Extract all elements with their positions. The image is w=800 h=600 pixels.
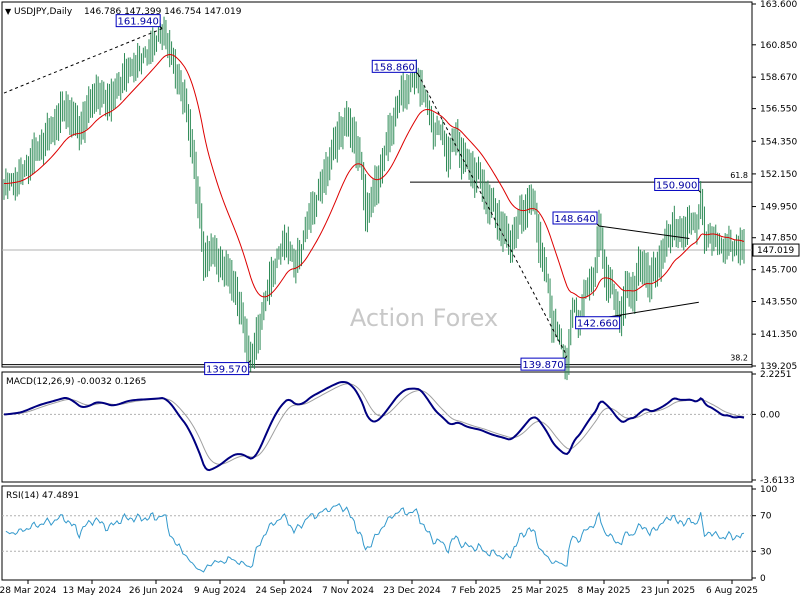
price-annotation-label: 161.940 — [117, 17, 158, 28]
chart-symbol: USDJPY,Daily — [14, 7, 73, 17]
macd-axis-label: -3.6133 — [760, 476, 795, 486]
price-axis-label: 163.600 — [760, 0, 797, 10]
trend-line-dashed — [417, 74, 568, 357]
macd-title: MACD(12,26,9) -0.0032 0.1265 — [6, 377, 146, 387]
price-annotation-label: 139.870 — [522, 360, 563, 371]
trend-line-dashed — [3, 28, 163, 94]
price-annotation-box — [520, 357, 566, 371]
rsi-axis-label: 70 — [760, 512, 772, 522]
rsi-panel — [1, 485, 753, 581]
current-price-badge — [752, 243, 800, 257]
x-axis-label: 6 Aug 2025 — [706, 586, 758, 596]
macd-signal-line — [3, 383, 745, 465]
price-annotation-leader — [248, 360, 252, 363]
current-price-label: 147.019 — [757, 246, 794, 256]
x-axis-label: 9 Aug 2024 — [194, 586, 246, 596]
price-annotation-box — [552, 211, 598, 225]
price-annotation-leader — [564, 355, 568, 359]
price-axis-label: 145.700 — [760, 266, 797, 276]
price-annotation-box — [204, 362, 250, 376]
price-axis-label: 158.670 — [760, 73, 797, 83]
price-axis-label: 149.950 — [760, 203, 797, 213]
price-plot: 61.8 38.2 161.940 139.570 158.860 148.640 139.… — [2, 14, 752, 381]
price-annotation-box — [371, 59, 417, 73]
price-annotation-leader — [619, 314, 622, 318]
x-axis-label: 24 Sep 2024 — [255, 586, 312, 596]
rsi-title: RSI(14) 47.4891 — [6, 491, 79, 501]
fib-level-label: 61.8 — [730, 171, 748, 180]
price-axis-label: 154.350 — [760, 137, 797, 147]
macd-plot — [2, 381, 752, 472]
x-axis-label: 7 Nov 2024 — [322, 586, 374, 596]
macd-axis-label: 0.00 — [760, 410, 780, 420]
rsi-axis-label: 30 — [760, 547, 772, 557]
price-annotation-leader — [415, 71, 419, 75]
price-annotation-box — [575, 316, 621, 330]
moving-average-line — [3, 53, 745, 299]
price-axis-label: 139.205 — [760, 362, 797, 372]
price-annotation-label: 150.900 — [656, 180, 697, 191]
x-axis-label: 23 Jun 2025 — [641, 586, 695, 596]
price-axis-label: 156.550 — [760, 105, 797, 115]
price-annotation-box — [115, 14, 161, 28]
price-axis-label: 147.850 — [760, 234, 797, 244]
price-annotation-box — [654, 177, 700, 191]
price-axis-label: 143.550 — [760, 298, 797, 308]
price-annotation-label: 148.640 — [554, 214, 595, 225]
x-axis-label: 25 Mar 2025 — [511, 586, 568, 596]
macd-panel — [1, 371, 753, 483]
price-annotation-leader — [596, 223, 600, 227]
x-axis-label: 8 May 2025 — [578, 586, 631, 596]
rsi-axis-label: 100 — [760, 485, 777, 495]
rsi-line — [5, 502, 745, 573]
x-axis-label: 28 Mar 2024 — [0, 586, 57, 596]
price-axis-label: 152.150 — [760, 170, 797, 180]
chart-ohlc: 146.786 147.399 146.754 147.019 — [84, 7, 242, 17]
price-annotation-label: 139.570 — [206, 365, 247, 376]
fib-level-label: 38.2 — [730, 354, 748, 363]
rsi-axis-label: 0 — [760, 574, 766, 584]
x-axis-label: 7 Feb 2025 — [451, 586, 501, 596]
price-axis-label: 141.350 — [760, 330, 797, 340]
macd-line — [3, 381, 745, 472]
macd-axis-label: 2.2251 — [760, 370, 792, 380]
x-axis-label: 26 Jun 2024 — [129, 586, 183, 596]
x-axis-label: 13 May 2024 — [63, 586, 122, 596]
rsi-plot — [2, 502, 752, 573]
watermark: Action Forex — [350, 304, 498, 332]
x-axis-label: 23 Dec 2024 — [383, 586, 441, 596]
price-annotation-label: 158.860 — [374, 62, 415, 73]
price-axis-label: 160.850 — [760, 41, 797, 51]
price-annotation-leader — [159, 26, 163, 29]
triangle-upper-line — [598, 225, 690, 239]
chart-header-icon: ▼ — [5, 7, 12, 16]
price-annotation-label: 142.660 — [577, 319, 618, 330]
price-annotation-leader — [698, 190, 702, 193]
